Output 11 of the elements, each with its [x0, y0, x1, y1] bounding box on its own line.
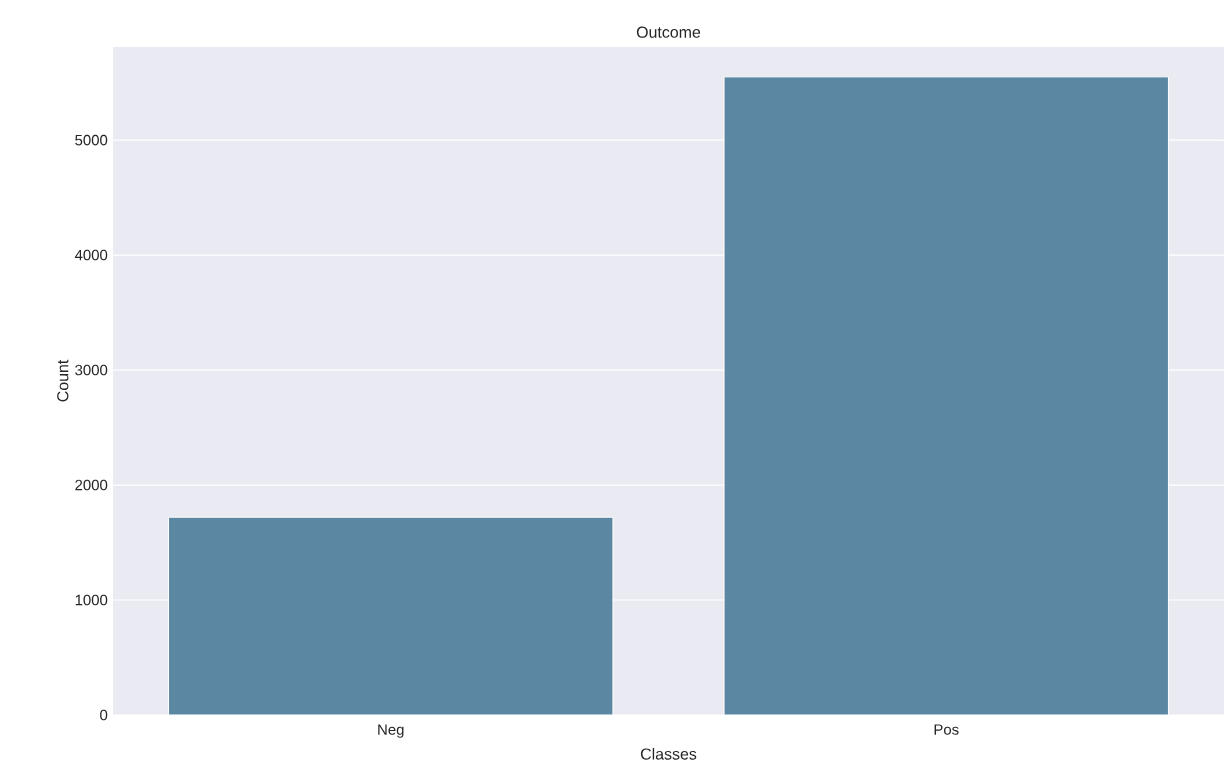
y-axis-title: Count	[57, 359, 69, 402]
x-tick-label: Neg	[378, 724, 404, 738]
y-tick-label: 4000	[74, 249, 108, 261]
x-tick-label: Pos	[934, 724, 959, 735]
y-tick-label: 5000	[75, 134, 108, 146]
x-axis-title: Classes	[640, 747, 697, 760]
y-tick-label: 0	[100, 709, 108, 721]
y-tick-label: 2000	[75, 479, 108, 491]
y-tick-label: 3000	[75, 364, 108, 376]
chart-title: Outcome	[636, 26, 701, 38]
y-tick-label: 1000	[75, 594, 108, 606]
